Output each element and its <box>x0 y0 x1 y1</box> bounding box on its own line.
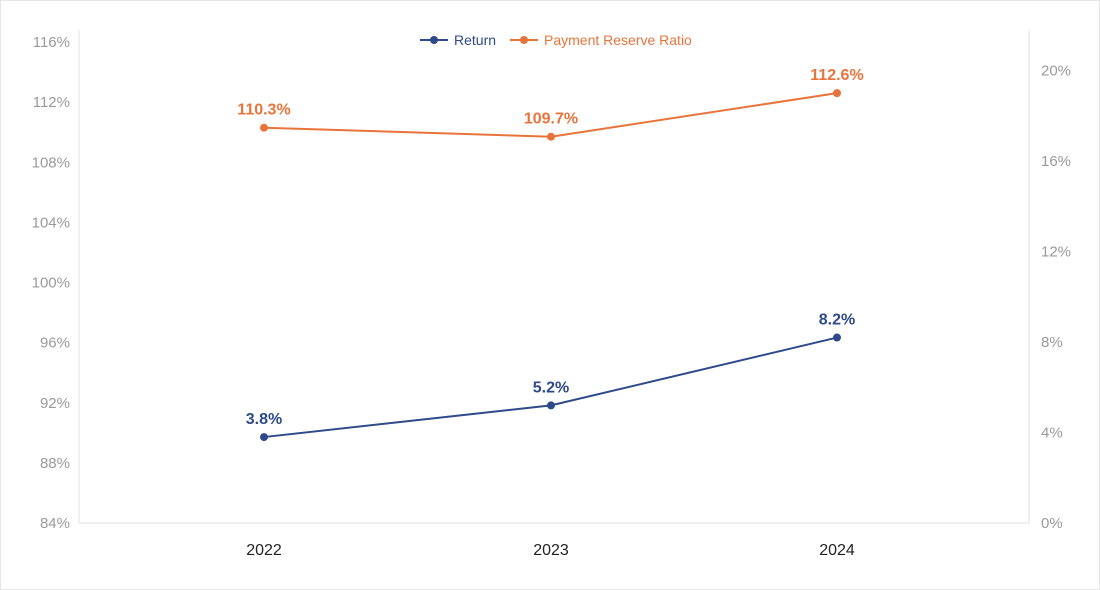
left-tick-label: 108% <box>32 154 70 171</box>
payment-reserve-ratio-data-label: 109.7% <box>524 111 578 128</box>
left-axis-ticks: 84% 88% 92% 96% 100% 104% 108% 112% 116% <box>32 34 70 532</box>
left-tick-label: 84% <box>40 515 70 532</box>
return-data-label: 8.2% <box>819 312 855 329</box>
left-tick-label: 104% <box>32 214 70 231</box>
left-tick-label: 116% <box>33 34 70 51</box>
right-tick-label: 12% <box>1041 244 1071 261</box>
return-legend-marker <box>430 36 438 44</box>
return-point <box>260 433 268 442</box>
right-tick-label: 0% <box>1041 515 1063 532</box>
right-tick-label: 4% <box>1041 425 1063 442</box>
right-tick-label: 16% <box>1041 153 1071 170</box>
payment-reserve-ratio-legend-marker <box>520 36 528 44</box>
legend: Return Payment Reserve Ratio <box>420 32 692 48</box>
left-tick-label: 112% <box>33 94 70 111</box>
left-tick-label: 96% <box>40 335 70 352</box>
category-label: 2022 <box>246 542 282 559</box>
return-data-label: 3.8% <box>246 411 282 428</box>
payment-reserve-ratio-point <box>547 132 555 141</box>
payment-reserve-ratio-legend-label: Payment Reserve Ratio <box>544 32 692 48</box>
right-tick-label: 20% <box>1041 63 1071 80</box>
payment-reserve-ratio-data-label: 112.6% <box>810 67 863 84</box>
left-tick-label: 92% <box>40 395 70 412</box>
x-axis-categories: 2022 2023 2024 <box>246 542 855 559</box>
return-data-label: 5.2% <box>533 379 569 396</box>
return-point <box>833 333 841 342</box>
payment-reserve-ratio-point <box>833 89 841 98</box>
payment-reserve-ratio-data-label: 110.3% <box>237 102 290 119</box>
right-axis-ticks: 0% 4% 8% 12% 16% 20% <box>1041 63 1071 532</box>
series-group: 3.8% 5.2% 8.2% 110.3% 109.7% 112.6% <box>237 67 864 442</box>
return-point <box>547 401 555 410</box>
return-legend-label: Return <box>454 32 496 48</box>
payment-reserve-ratio-point <box>260 123 268 132</box>
right-tick-label: 8% <box>1041 334 1063 351</box>
left-tick-label: 88% <box>40 455 70 472</box>
category-label: 2023 <box>533 542 569 559</box>
category-label: 2024 <box>819 542 855 559</box>
left-tick-label: 100% <box>32 275 70 292</box>
